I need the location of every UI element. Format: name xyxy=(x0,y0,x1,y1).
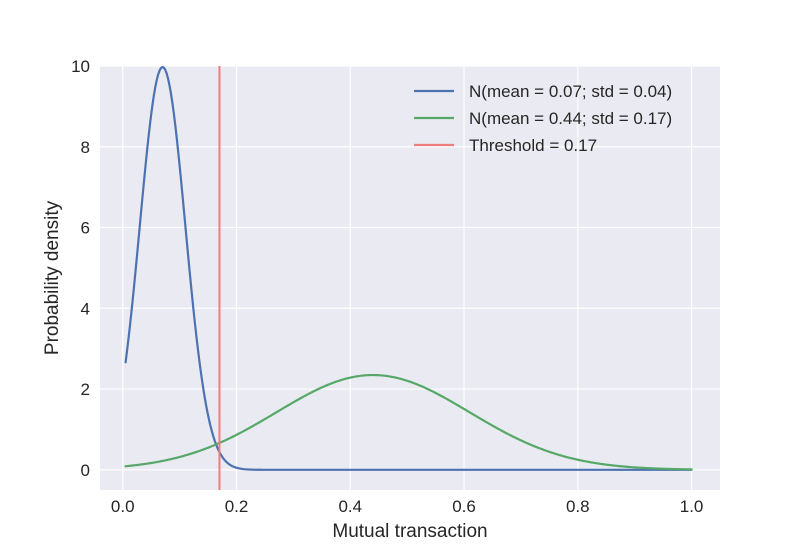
x-tick-label: 0.8 xyxy=(566,497,590,516)
y-tick-label: 2 xyxy=(81,380,90,399)
y-axis-ticks: 0 2 4 6 8 10 xyxy=(71,57,90,480)
y-tick-label: 4 xyxy=(81,299,90,318)
legend: N(mean = 0.07; std = 0.04) N(mean = 0.44;… xyxy=(414,82,672,155)
x-tick-label: 0.6 xyxy=(452,497,476,516)
y-tick-label: 8 xyxy=(81,138,90,157)
y-tick-label: 0 xyxy=(81,461,90,480)
y-axis-label: Probability density xyxy=(42,200,63,355)
legend-label: Threshold = 0.17 xyxy=(469,136,597,155)
legend-label: N(mean = 0.44; std = 0.17) xyxy=(469,109,672,128)
x-tick-label: 1.0 xyxy=(680,497,704,516)
x-axis-ticks: 0.0 0.2 0.4 0.6 0.8 1.0 xyxy=(111,497,703,516)
x-axis-label: Mutual transaction xyxy=(332,521,487,542)
x-tick-label: 0.4 xyxy=(338,497,362,516)
plot-background xyxy=(100,66,720,490)
x-tick-label: 0.2 xyxy=(225,497,249,516)
x-tick-label: 0.0 xyxy=(111,497,135,516)
grid xyxy=(100,65,720,490)
y-tick-label: 6 xyxy=(81,219,90,238)
series-layer xyxy=(124,65,693,490)
legend-label: N(mean = 0.07; std = 0.04) xyxy=(469,82,672,101)
y-tick-label: 10 xyxy=(71,57,90,76)
